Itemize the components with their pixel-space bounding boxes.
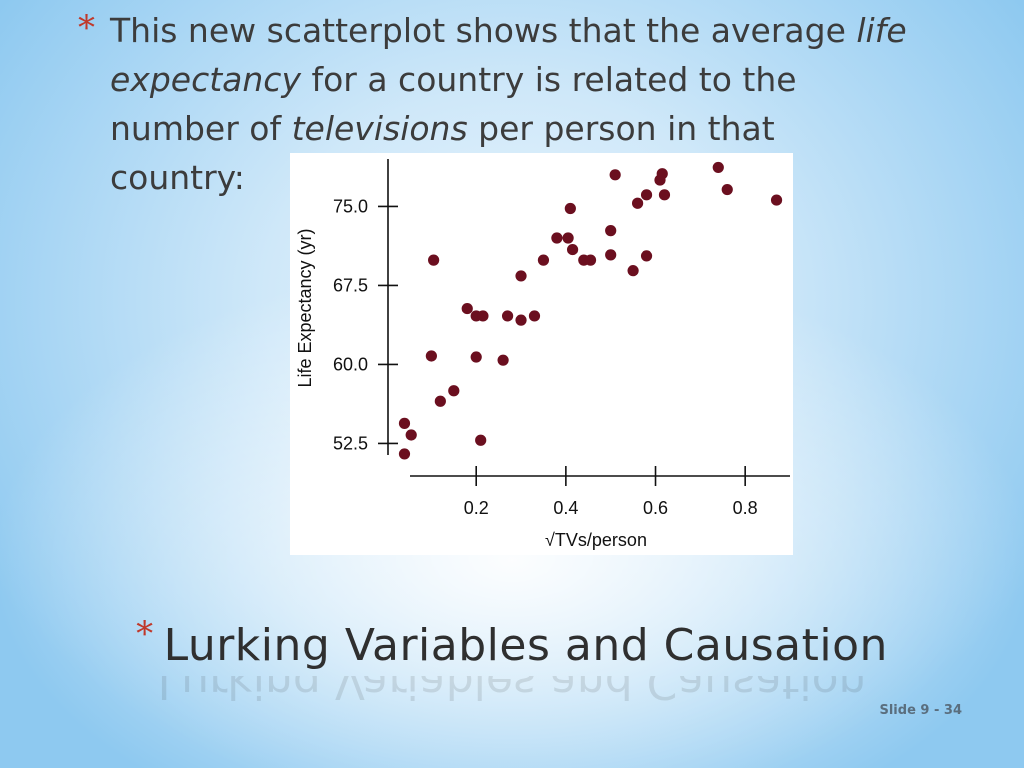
data-point bbox=[584, 254, 597, 266]
data-point bbox=[405, 429, 417, 441]
data-point bbox=[470, 351, 482, 363]
data-point bbox=[461, 302, 473, 315]
data-point bbox=[515, 314, 527, 326]
y-axis-label: Life Expectancy (yr) bbox=[295, 228, 315, 387]
data-point bbox=[475, 434, 487, 446]
body-line: number of televisions per person in that bbox=[110, 104, 990, 153]
x-tick-label: 0.4 bbox=[553, 498, 578, 518]
data-point bbox=[501, 310, 514, 322]
data-point bbox=[428, 254, 440, 266]
data-point bbox=[631, 197, 644, 209]
body-emphasis: televisions bbox=[291, 109, 468, 148]
body-bullet-star: * bbox=[78, 8, 95, 48]
x-axis-label: √TVs/person bbox=[545, 530, 647, 550]
title-bullet-star: * bbox=[136, 614, 154, 654]
body-run: This new scatterplot shows that the aver… bbox=[110, 11, 857, 50]
body-emphasis: life bbox=[856, 11, 907, 50]
data-point bbox=[528, 310, 541, 322]
data-point bbox=[551, 232, 563, 244]
title-reflection-text: Lurking Variables and Causation bbox=[157, 676, 867, 708]
x-tick-label: 0.6 bbox=[643, 498, 668, 518]
data-point bbox=[609, 169, 621, 181]
data-point bbox=[434, 395, 446, 407]
body-lines: This new scatterplot shows that the aver… bbox=[110, 6, 990, 202]
body-run: per person in that bbox=[467, 109, 775, 148]
body-run: for a country is related to the bbox=[300, 60, 797, 99]
data-point bbox=[721, 183, 733, 196]
scatterplot: Life Expectancy (yr) √TVs/person 52.5 60.… bbox=[290, 153, 793, 555]
title-text: Lurking Variables and Causation bbox=[163, 620, 888, 671]
body-line: country: bbox=[110, 153, 990, 202]
body-run: country: bbox=[110, 158, 245, 197]
data-point bbox=[497, 354, 509, 366]
data-point bbox=[640, 250, 653, 262]
y-tick-label: 60.0 bbox=[333, 354, 368, 374]
data-point bbox=[425, 350, 437, 362]
body-run: number of bbox=[110, 109, 292, 148]
x-tick-label: 0.2 bbox=[464, 498, 489, 518]
y-tick-label: 75.0 bbox=[333, 196, 368, 216]
data-point bbox=[605, 225, 617, 237]
data-point bbox=[398, 448, 411, 460]
scatterplot-svg: Life Expectancy (yr) √TVs/person 52.5 60.… bbox=[295, 159, 790, 550]
data-point bbox=[656, 168, 668, 180]
body-emphasis: expectancy bbox=[110, 60, 301, 99]
data-point bbox=[398, 417, 411, 429]
y-tick-label: 67.5 bbox=[333, 275, 368, 295]
data-point bbox=[712, 161, 724, 174]
data-point bbox=[448, 385, 460, 397]
x-tick-label: 0.8 bbox=[733, 498, 758, 518]
data-point bbox=[566, 243, 579, 256]
data-point bbox=[477, 310, 489, 322]
y-tick-label: 52.5 bbox=[333, 433, 368, 453]
data-point bbox=[640, 189, 653, 201]
data-point bbox=[605, 249, 617, 261]
data-point bbox=[562, 232, 574, 244]
data-point bbox=[515, 270, 527, 282]
data-point bbox=[770, 194, 783, 206]
data-point bbox=[564, 202, 576, 215]
body-line: This new scatterplot shows that the aver… bbox=[110, 6, 990, 55]
slide-number: Slide 9 - 34 bbox=[879, 703, 962, 718]
data-point bbox=[537, 254, 550, 266]
slide-title: * Lurking Variables and Causation bbox=[0, 614, 1024, 671]
data-point bbox=[627, 265, 639, 277]
title-reflection: Lurking Variables and Causation bbox=[0, 676, 1024, 708]
body-line: expectancy for a country is related to t… bbox=[110, 55, 990, 104]
data-point bbox=[658, 189, 671, 201]
